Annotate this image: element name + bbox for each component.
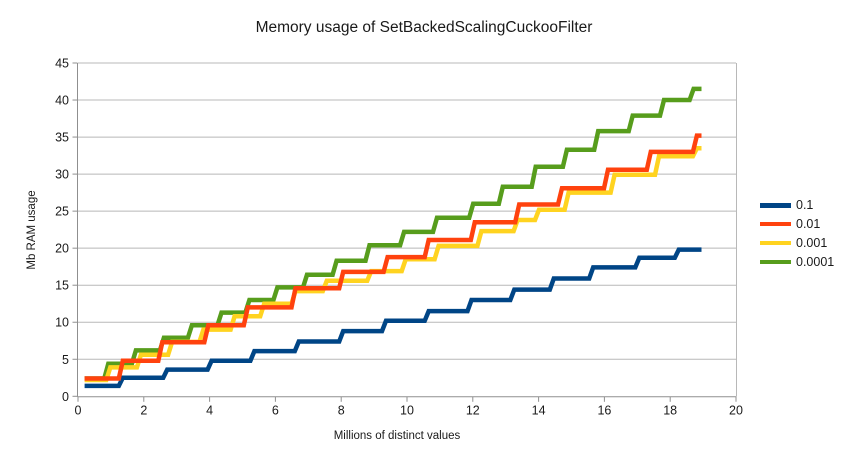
series-line-0.1	[84, 247, 702, 389]
legend-item: 0.01	[760, 215, 834, 234]
legend-label: 0.1	[796, 198, 814, 213]
y-tick-label-5: 5	[62, 353, 69, 367]
y-tick-label-20: 20	[55, 242, 69, 256]
legend-swatch-0.001	[760, 240, 791, 246]
y-axis-title: Mb RAM usage	[26, 190, 38, 270]
y-tick-label-15: 15	[55, 279, 69, 293]
y-tick-label-35: 35	[55, 131, 69, 145]
x-tick-label-18: 18	[663, 403, 677, 417]
legend-item: 0.0001	[760, 252, 834, 271]
legend-swatch-0.1	[760, 203, 791, 208]
series-line-0.0001	[84, 86, 702, 381]
x-tick-label-0: 0	[75, 403, 82, 417]
series-line-0.001	[84, 145, 702, 383]
legend-label: 0.001	[796, 235, 828, 250]
series-line-0.01	[84, 133, 702, 381]
y-tick-label-0: 0	[62, 390, 69, 404]
x-tick-label-14: 14	[532, 403, 546, 417]
y-tick-label-25: 25	[55, 205, 69, 219]
y-tick-label-30: 30	[55, 168, 69, 182]
x-tick-label-8: 8	[338, 403, 345, 417]
y-tick-label-45: 45	[55, 57, 69, 71]
legend-swatch-0.01	[760, 221, 791, 227]
legend-label: 0.0001	[796, 254, 835, 269]
x-tick-label-4: 4	[206, 403, 213, 417]
chart-title: Memory usage of SetBackedScalingCuckooFi…	[255, 19, 593, 36]
legend-swatch-0.0001	[760, 259, 791, 265]
x-tick-label-20: 20	[729, 403, 743, 417]
legend-item: 0.001	[760, 234, 834, 253]
legend-label: 0.01	[796, 216, 821, 231]
y-tick-label-40: 40	[55, 94, 69, 108]
x-tick-label-16: 16	[597, 403, 611, 417]
legend-item: 0.1	[760, 196, 834, 215]
x-tick-label-10: 10	[400, 403, 414, 417]
y-tick-label-10: 10	[55, 316, 69, 330]
legend: 0.1 0.01 0.001 0.0001	[760, 196, 834, 271]
x-axis-title: Millions of distinct values	[333, 430, 461, 442]
x-tick-label-6: 6	[272, 403, 279, 417]
x-tick-label-2: 2	[140, 403, 147, 417]
x-tick-label-12: 12	[466, 403, 480, 417]
